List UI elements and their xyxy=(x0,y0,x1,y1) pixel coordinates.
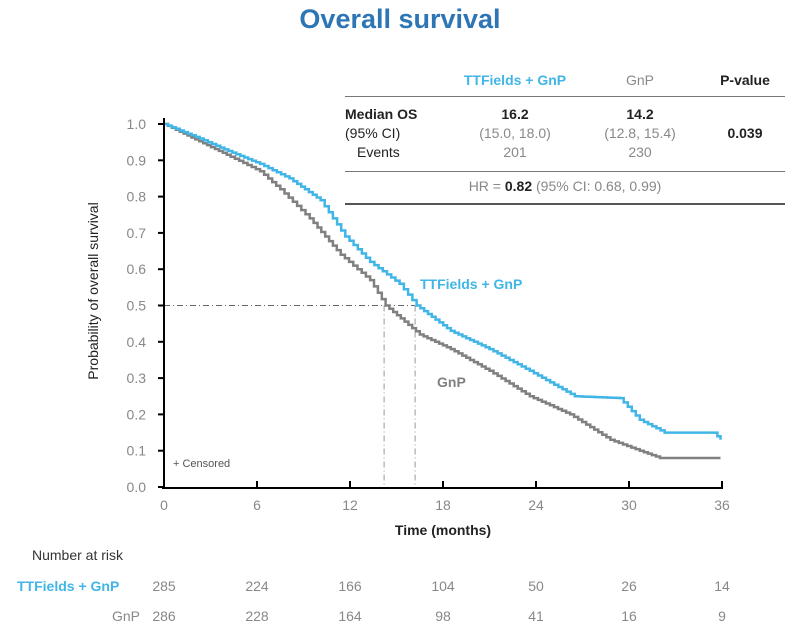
risk-label-gnp: GnP xyxy=(111,608,140,624)
gnp-series-label: GnP xyxy=(437,374,466,390)
risk-value-tt: 166 xyxy=(338,578,362,594)
risk-value-tt: 285 xyxy=(152,578,176,594)
tt-events: 201 xyxy=(503,144,527,160)
y-tick-label: 0.1 xyxy=(127,443,147,459)
row-label-ci: (95% CI) xyxy=(345,125,401,141)
chart-title: Overall survival xyxy=(299,4,501,34)
tt-series-label: TTFields + GnP xyxy=(420,276,522,292)
tt-median: 16.2 xyxy=(501,106,529,122)
risk-value-tt: 224 xyxy=(245,578,269,594)
risk-value-tt: 104 xyxy=(431,578,455,594)
y-tick-label: 0.4 xyxy=(127,334,147,350)
y-tick-label: 0.2 xyxy=(127,406,147,422)
gnp-survival-curve xyxy=(164,122,721,460)
x-tick-label: 6 xyxy=(253,497,261,513)
risk-value-tt: 14 xyxy=(714,578,730,594)
risk-value-gnp: 228 xyxy=(245,608,269,624)
risk-value-tt: 50 xyxy=(528,578,544,594)
y-tick-label: 0.0 xyxy=(127,479,147,495)
x-axis-ticks: 0 6 12 18 24 30 36 xyxy=(160,481,730,513)
gnp-events: 230 xyxy=(628,144,652,160)
tt-ci: (15.0, 18.0) xyxy=(479,125,551,141)
censored-annotation: + Censored xyxy=(173,458,230,470)
table-divider-bottom xyxy=(345,203,785,205)
header-tt: TTFields + GnP xyxy=(463,72,567,88)
risk-value-gnp: 16 xyxy=(621,608,637,624)
header-pvalue: P-value xyxy=(720,72,770,88)
median-reference-lines xyxy=(164,305,416,487)
risk-value-gnp: 98 xyxy=(435,608,451,624)
y-tick-label: 0.6 xyxy=(127,261,147,277)
risk-value-gnp: 41 xyxy=(528,608,544,624)
y-axis-ticks: 0.0 0.1 0.2 0.3 0.4 0.5 0.6 0.7 0.8 0.9 1.0 xyxy=(127,116,164,495)
risk-value-gnp: 164 xyxy=(338,608,362,624)
hazard-ratio: HR = 0.82 (95% CI: 0.68, 0.99) xyxy=(468,178,662,194)
y-axis-label: Probability of overall survival xyxy=(85,202,101,379)
risk-table-title: Number at risk xyxy=(32,547,124,563)
row-label-median: Median OS xyxy=(345,106,418,122)
risk-label-tt: TTFields + GnP xyxy=(17,578,120,594)
y-tick-label: 0.3 xyxy=(127,370,147,386)
table-divider-top xyxy=(345,96,785,97)
row-label-events: Events xyxy=(357,144,400,160)
x-tick-label: 18 xyxy=(435,497,451,513)
tt-survival-curve xyxy=(164,122,722,440)
y-tick-label: 0.5 xyxy=(127,298,147,314)
gnp-ci: (12.8, 15.4) xyxy=(604,125,676,141)
y-tick-label: 0.7 xyxy=(127,225,147,241)
table-divider-mid xyxy=(345,171,785,172)
x-tick-label: 12 xyxy=(342,497,358,513)
header-gnp: GnP xyxy=(625,72,654,88)
y-tick-label: 0.8 xyxy=(127,189,147,205)
p-value: 0.039 xyxy=(727,125,763,141)
survival-curves xyxy=(164,122,722,460)
gnp-median: 14.2 xyxy=(626,106,654,122)
risk-value-tt: 26 xyxy=(621,578,637,594)
y-tick-label: 0.9 xyxy=(127,152,147,168)
y-tick-label: 1.0 xyxy=(127,116,147,132)
x-tick-label: 36 xyxy=(714,497,730,513)
risk-value-gnp: 9 xyxy=(718,608,726,624)
x-axis-label: Time (months) xyxy=(395,522,491,538)
x-tick-label: 0 xyxy=(160,497,168,513)
x-tick-label: 30 xyxy=(621,497,637,513)
risk-value-gnp: 286 xyxy=(152,608,176,624)
x-tick-label: 24 xyxy=(528,497,544,513)
